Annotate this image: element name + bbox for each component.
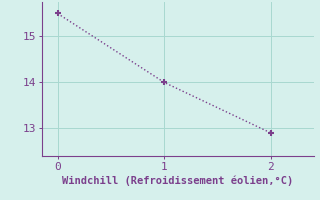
X-axis label: Windchill (Refroidissement éolien,°C): Windchill (Refroidissement éolien,°C): [62, 176, 293, 186]
